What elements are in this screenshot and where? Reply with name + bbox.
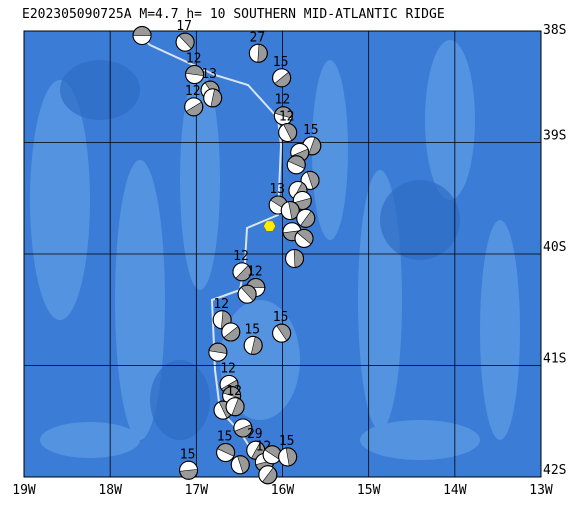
- beachball-outline: [300, 170, 320, 190]
- beachball-outline: [278, 122, 298, 142]
- beachball: [286, 155, 306, 175]
- beachball-outline: [132, 25, 152, 45]
- beachball: [278, 122, 298, 142]
- beachball: [278, 447, 298, 467]
- depth-label: 12: [213, 297, 229, 312]
- depth-label: 15: [217, 429, 233, 444]
- depth-label: 12: [226, 384, 242, 399]
- lat-label: 39S: [543, 129, 566, 144]
- beachball-outline: [296, 208, 316, 228]
- beachball: [296, 208, 316, 228]
- beachball: [233, 418, 253, 438]
- beachball: [184, 97, 204, 117]
- beachball: [272, 323, 292, 343]
- beachball: [280, 201, 300, 221]
- beachball: [175, 32, 195, 52]
- beachball: [230, 455, 250, 475]
- beachball-outline: [280, 201, 300, 221]
- beachball: [285, 248, 305, 268]
- beachball-outline: [179, 460, 199, 480]
- lon-label: 13W: [529, 483, 553, 498]
- depth-label: 13: [201, 67, 217, 82]
- lon-label: 19W: [12, 483, 36, 498]
- beachball-outline: [175, 32, 195, 52]
- ridge-axis: [132, 31, 283, 476]
- lon-label: 18W: [98, 483, 122, 498]
- beachball: [248, 43, 268, 63]
- lat-label: 42S: [543, 463, 566, 478]
- depth-label: 12: [185, 84, 201, 99]
- lat-label: 38S: [543, 23, 566, 38]
- beachball-outline: [221, 322, 241, 342]
- beachball: [273, 106, 293, 126]
- depth-label: 15: [279, 434, 295, 449]
- map-title: E202305090725A M=4.7 h= 10 SOUTHERN MID-…: [22, 7, 445, 22]
- lat-label: 41S: [543, 352, 566, 367]
- depth-label: 12: [275, 93, 291, 108]
- beachball: [243, 335, 263, 355]
- depth-label: 12: [279, 109, 295, 124]
- main-event: [263, 220, 276, 232]
- depth-label: 12: [247, 264, 263, 279]
- beachball: [237, 284, 257, 304]
- lon-label: 17W: [185, 483, 209, 498]
- depth-label: 13: [269, 182, 285, 197]
- beachball: [179, 460, 199, 480]
- beachball-outline: [248, 43, 268, 63]
- beachball-outline: [285, 248, 305, 268]
- depth-label: 15: [303, 123, 319, 138]
- beachball-outline: [230, 455, 250, 475]
- beachball-outline: [203, 88, 223, 108]
- lon-label: 14W: [443, 483, 467, 498]
- depth-label: 27: [250, 30, 266, 45]
- beachball-outline: [278, 447, 298, 467]
- beachball: [294, 228, 314, 248]
- depth-label: 12: [233, 249, 249, 264]
- beachball-outline: [272, 323, 292, 343]
- beachball-outline: [225, 397, 245, 417]
- beachball-outline: [258, 465, 278, 485]
- beachball-outline: [243, 335, 263, 355]
- beachball-outline: [216, 442, 236, 462]
- beachball: [258, 465, 278, 485]
- beachball-outline: [184, 97, 204, 117]
- depth-label: 12: [186, 51, 202, 66]
- beachball: [225, 397, 245, 417]
- lon-label: 16W: [271, 483, 295, 498]
- beachball: [221, 322, 241, 342]
- beachball-outline: [185, 64, 205, 84]
- beachball: [272, 68, 292, 88]
- frame: [23, 30, 542, 478]
- lon-label: 15W: [357, 483, 381, 498]
- beachball: [132, 25, 152, 45]
- depth-label: 29: [247, 427, 263, 442]
- beachball: [185, 64, 205, 84]
- beachball: [216, 442, 236, 462]
- beachball-outline: [208, 342, 228, 362]
- beachball: [208, 342, 228, 362]
- depth-label: 12: [220, 361, 236, 376]
- depth-label: 15: [244, 322, 260, 337]
- beachball-outline: [237, 284, 257, 304]
- beachball-outline: [286, 155, 306, 175]
- lat-label: 40S: [543, 240, 566, 255]
- beachball-outline: [272, 68, 292, 88]
- depth-label: 15: [273, 55, 289, 70]
- beachball: [232, 262, 252, 282]
- depth-label: 15: [273, 310, 289, 325]
- depth-label: 15: [180, 447, 196, 462]
- beachball: [203, 88, 223, 108]
- beachball: [300, 170, 320, 190]
- beachball-outline: [233, 418, 253, 438]
- beachball-outline: [232, 262, 252, 282]
- depth-label: 17: [176, 19, 192, 34]
- beachball-outline: [294, 228, 314, 248]
